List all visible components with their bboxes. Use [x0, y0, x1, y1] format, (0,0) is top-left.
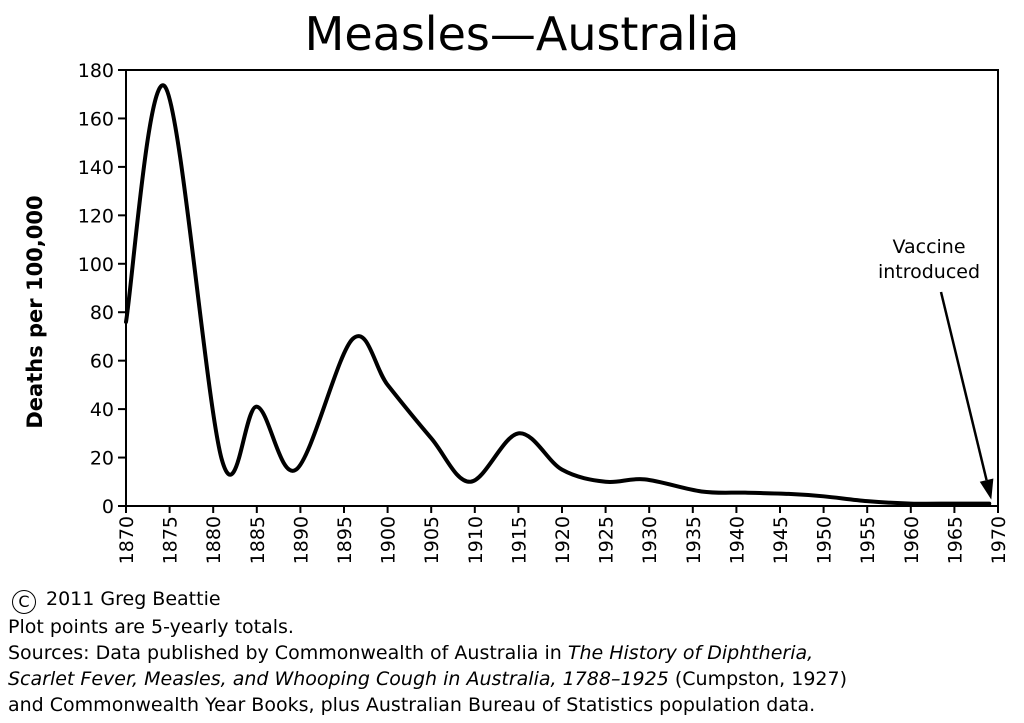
x-tick-label: 1955	[857, 516, 879, 564]
y-axis-label: Deaths per 100,000	[23, 195, 47, 428]
x-tick-label: 1970	[988, 516, 1010, 564]
x-axis: 1870 1875 1880 1885 1890 1895 1900 1905 1910 1915…	[116, 506, 1010, 564]
x-tick-label: 1880	[203, 516, 225, 564]
y-axis: 0 20 40 60 80 100 120 140 160 180	[78, 60, 126, 518]
sources-text-2: (Cumpston, 1927)	[668, 668, 848, 690]
sources-line-3: and Commonwealth Year Books, plus Austra…	[8, 694, 816, 716]
vaccine-annotation: Vaccine introduced	[878, 236, 994, 500]
sources-text-1: Sources: Data published by Commonwealth …	[8, 642, 568, 664]
sources-line-1: Sources: Data published by Commonwealth …	[8, 640, 847, 666]
x-tick-label: 1885	[247, 516, 269, 564]
y-tick-label: 20	[90, 448, 114, 470]
series-line	[124, 83, 992, 506]
x-tick-label: 1965	[944, 516, 966, 564]
copyright-symbol: C	[12, 590, 36, 614]
x-tick-label: 1905	[421, 516, 443, 564]
copyright-line: C 2011 Greg Beattie	[8, 586, 847, 614]
x-tick-label: 1900	[378, 516, 400, 564]
footer: C 2011 Greg Beattie Plot points are 5-yea…	[8, 586, 847, 718]
x-tick-label: 1950	[814, 516, 836, 564]
x-tick-label: 1920	[552, 516, 574, 564]
copyright-text: 2011 Greg Beattie	[46, 588, 221, 610]
y-tick-label: 80	[90, 302, 114, 324]
x-tick-label: 1930	[639, 516, 661, 564]
y-tick-label: 0	[102, 496, 114, 518]
annotation-arrow	[939, 291, 988, 481]
x-tick-label: 1925	[596, 516, 618, 564]
chart-title: Measles—Australia	[305, 7, 740, 61]
x-tick-label: 1960	[901, 516, 923, 564]
y-tick-label: 60	[90, 351, 114, 373]
annotation-line-1: Vaccine	[892, 236, 965, 258]
y-tick-label: 140	[78, 157, 114, 179]
x-tick-label: 1940	[726, 516, 748, 564]
y-tick-label: 180	[78, 60, 114, 82]
y-tick-label: 40	[90, 399, 114, 421]
x-tick-label: 1915	[508, 516, 530, 564]
y-tick-label: 160	[78, 108, 114, 130]
x-tick-label: 1895	[334, 516, 356, 564]
sources-title-2: Scarlet Fever, Measles, and Whooping Cou…	[8, 668, 669, 690]
x-tick-label: 1890	[290, 516, 312, 564]
plot-frame	[125, 69, 999, 507]
x-tick-label: 1870	[116, 516, 138, 564]
x-tick-label: 1935	[683, 516, 705, 564]
annotation-arrow-head	[979, 478, 994, 500]
sources-title-1: The History of Diphtheria,	[567, 642, 814, 664]
sources-line-2: Scarlet Fever, Measles, and Whooping Cou…	[8, 666, 847, 692]
plot-note: Plot points are 5-yearly totals.	[8, 616, 294, 638]
x-tick-label: 1910	[465, 516, 487, 564]
y-tick-label: 100	[78, 254, 114, 276]
annotation-line-2: introduced	[878, 261, 980, 283]
x-tick-label: 1875	[160, 516, 182, 564]
chart: Measles—Australia Deaths per 100,000 0 20…	[23, 7, 1010, 564]
x-tick-label: 1945	[770, 516, 792, 564]
y-tick-label: 120	[78, 205, 114, 227]
